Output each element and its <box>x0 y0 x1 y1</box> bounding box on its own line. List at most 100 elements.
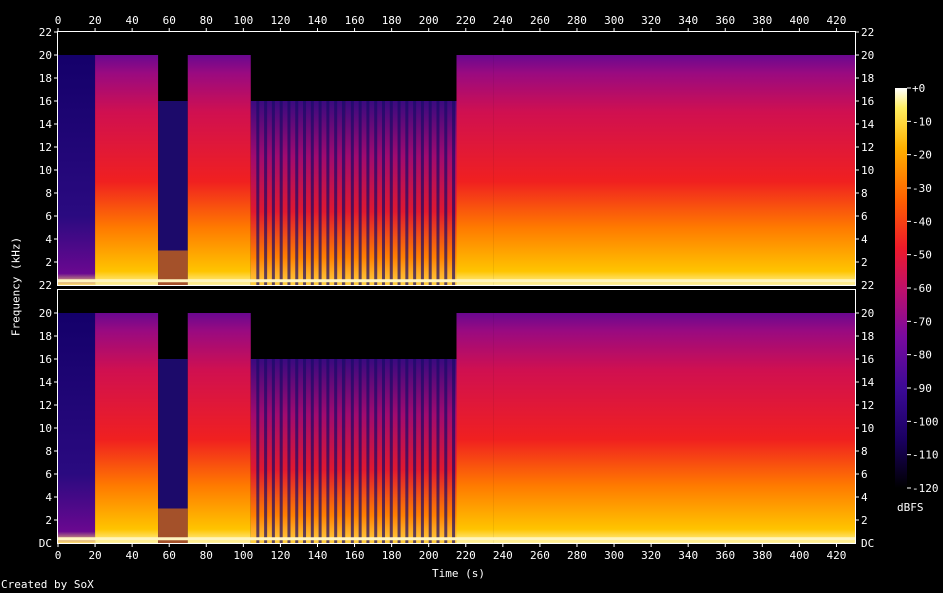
x-tick-label-top: 280 <box>567 14 587 27</box>
y-tick-label-right: 8 <box>861 187 868 200</box>
channel-1-gap <box>444 101 448 285</box>
colorbar-tick-label: -30 <box>912 182 932 195</box>
y-tick-label-right: 6 <box>861 210 868 223</box>
channel-1-gap <box>452 101 456 285</box>
channel-2-gap <box>413 359 417 543</box>
x-tick-label: 400 <box>789 549 809 562</box>
y-tick-label: 2 <box>45 256 52 269</box>
channel-2-gap <box>389 359 393 543</box>
x-tick-label-top: 160 <box>345 14 365 27</box>
channel-1-segment-0 <box>58 55 96 285</box>
channel-2-gap <box>256 359 260 543</box>
channel-1-gap <box>366 101 370 285</box>
y-tick-label: 8 <box>45 445 52 458</box>
y-tick-label-right: 18 <box>861 330 874 343</box>
x-tick-label-top: 140 <box>308 14 328 27</box>
x-tick-label: 300 <box>604 549 624 562</box>
x-tick-label-top: 100 <box>233 14 253 27</box>
channel-1-gap <box>264 101 268 285</box>
channel-1-gap <box>436 101 440 285</box>
x-tick-label-top: 320 <box>641 14 661 27</box>
channel-2-segment-6 <box>456 313 494 543</box>
channel-2-gap <box>303 359 307 543</box>
x-tick-label-top: 20 <box>88 14 101 27</box>
channel-1-gap <box>350 101 354 285</box>
x-tick-label-top: 180 <box>382 14 402 27</box>
x-tick-label-top: 120 <box>270 14 290 27</box>
y-tick-label-right: 4 <box>861 233 868 246</box>
y-bottom-label-right: DC <box>861 537 874 550</box>
y-tick-label: 2 <box>45 514 52 527</box>
channel-2-gap <box>436 359 440 543</box>
credit-text: Created by SoX <box>1 578 94 591</box>
x-tick-label: 60 <box>163 549 176 562</box>
colorbar-tick-label: -120 <box>912 482 939 495</box>
y-tick-label-right: 18 <box>861 72 874 85</box>
colorbar-tick-label: -90 <box>912 382 932 395</box>
y-tick-label: 4 <box>45 233 52 246</box>
channel-1-gap <box>279 101 283 285</box>
colorbar-tick-label: -100 <box>912 415 939 428</box>
y-tick-label-right: 8 <box>861 445 868 458</box>
x-tick-label: 180 <box>382 549 402 562</box>
channel-1-gap <box>318 101 322 285</box>
x-tick-label: 220 <box>456 549 476 562</box>
y-tick-label-right: 14 <box>861 376 875 389</box>
channel-1-gap <box>271 101 275 285</box>
y-tick-label: 14 <box>39 118 53 131</box>
channel-2-gap <box>334 359 338 543</box>
channel-2-segment-7 <box>493 313 855 543</box>
channel-2-gap <box>279 359 283 543</box>
colorbar-tick-label: -60 <box>912 282 932 295</box>
colorbar-tick-label: -20 <box>912 149 932 162</box>
x-tick-label-top: 80 <box>200 14 213 27</box>
channel-2-gap <box>381 359 385 543</box>
x-tick-label-top: 60 <box>163 14 176 27</box>
y-tick-label: 20 <box>39 49 52 62</box>
channel-1-gap <box>287 101 291 285</box>
x-tick-label-top: 240 <box>493 14 513 27</box>
x-tick-label-top: 260 <box>530 14 550 27</box>
y-tick-label-right: 2 <box>861 514 868 527</box>
x-tick-label: 380 <box>752 549 772 562</box>
x-tick-label: 0 <box>55 549 62 562</box>
channel-2-gap <box>452 359 456 543</box>
x-tick-label: 40 <box>126 549 139 562</box>
channel-2-gap <box>287 359 291 543</box>
x-tick-label: 120 <box>270 549 290 562</box>
x-tick-label-top: 360 <box>715 14 735 27</box>
channel-1-gap <box>381 101 385 285</box>
x-tick-label: 360 <box>715 549 735 562</box>
channel-1-gap <box>341 101 345 285</box>
y-bottom-label-right: 22 <box>861 279 874 292</box>
channel-2-gap <box>310 359 314 543</box>
y-tick-label: 18 <box>39 330 52 343</box>
channel-2-gap <box>444 359 448 543</box>
x-tick-label: 200 <box>419 549 439 562</box>
channel-2-gap <box>428 359 432 543</box>
x-tick-label: 20 <box>88 549 101 562</box>
y-tick-label: 22 <box>39 26 52 39</box>
channel-1-gap <box>295 101 299 285</box>
x-tick-label: 240 <box>493 549 513 562</box>
y-tick-label: 12 <box>39 141 52 154</box>
channel-2-frame <box>57 289 856 544</box>
channel-1-gap <box>256 101 260 285</box>
colorbar-tick-label: -110 <box>912 449 939 462</box>
channel-1-dc-band <box>58 279 855 283</box>
channel-1-gap <box>310 101 314 285</box>
colorbar-tick-label: -10 <box>912 115 932 128</box>
channel-1-gap <box>413 101 417 285</box>
channel-2-gap <box>366 359 370 543</box>
x-tick-label: 260 <box>530 549 550 562</box>
y-tick-label-right: 4 <box>861 491 868 504</box>
colorbar <box>895 88 907 488</box>
channel-1-gap <box>326 101 330 285</box>
y-tick-label: 12 <box>39 399 52 412</box>
y-tick-label-right: 12 <box>861 399 874 412</box>
y-tick-label: 4 <box>45 491 52 504</box>
channel-1-gap <box>389 101 393 285</box>
channel-1-gap <box>405 101 409 285</box>
channel-2-segment-0 <box>58 313 96 543</box>
